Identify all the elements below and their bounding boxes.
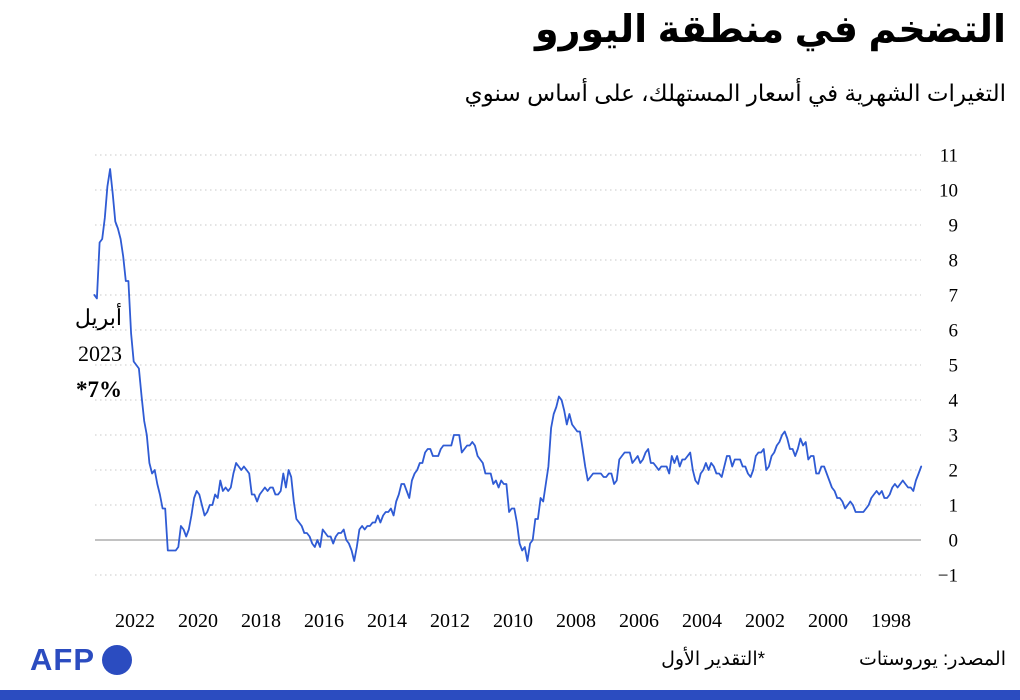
annotation-year: 2023 xyxy=(78,341,122,366)
x-axis-label: 2008 xyxy=(556,610,596,632)
x-axis-label: 2016 xyxy=(304,610,344,632)
afp-logo-text: AFP xyxy=(30,642,95,677)
annotation-month: أبريل xyxy=(74,305,122,330)
x-axis-label: 2020 xyxy=(178,610,218,632)
y-axis-label: 10 xyxy=(939,181,958,202)
page-subtitle: التغيرات الشهرية في أسعار المستهلك، على … xyxy=(464,80,1006,106)
y-axis-label: 7 xyxy=(949,286,959,307)
inflation-line xyxy=(93,168,923,562)
y-axis-label: 9 xyxy=(949,216,959,237)
y-axis-label: 4 xyxy=(949,391,959,412)
footnote: *التقدير الأول xyxy=(661,649,765,670)
source-label: المصدر: يوروستات xyxy=(858,649,1006,670)
y-axis-label: 11 xyxy=(940,146,958,167)
x-axis-label: 2004 xyxy=(682,610,722,632)
x-axis-label: 1998 xyxy=(871,610,911,632)
afp-logo: AFP xyxy=(30,642,132,678)
y-axis-label: 1 xyxy=(949,496,959,517)
y-axis-label: −1 xyxy=(938,566,958,587)
y-axis-label: 2 xyxy=(949,461,959,482)
x-axis-label: 2014 xyxy=(367,610,407,632)
x-axis-label: 2006 xyxy=(619,610,659,632)
annotation-value: *7% xyxy=(76,377,122,402)
y-axis-label: 5 xyxy=(949,356,959,377)
x-axis-label: 2010 xyxy=(493,610,533,632)
x-axis-label: 2018 xyxy=(241,610,281,632)
latest-point-annotation: أبريل 2023 *7% xyxy=(30,300,122,408)
x-axis-label: 2000 xyxy=(808,610,848,632)
y-axis-label: 6 xyxy=(949,321,959,342)
y-axis-label: 8 xyxy=(949,251,959,272)
x-axis-label: 2002 xyxy=(745,610,785,632)
y-axis-label: 0 xyxy=(949,531,959,552)
bottom-brand-bar xyxy=(0,690,1020,700)
x-axis-label: 2012 xyxy=(430,610,470,632)
x-axis-label: 2022 xyxy=(115,610,155,632)
page-title: التضخم في منطقة اليورو xyxy=(534,9,1006,51)
afp-logo-globe-icon xyxy=(102,645,132,675)
y-axis-label: 3 xyxy=(949,426,959,447)
